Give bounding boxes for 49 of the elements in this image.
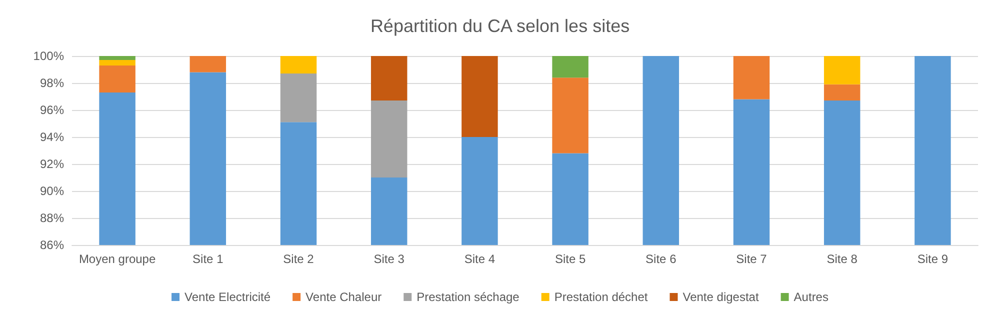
x-tick-label: Site 2: [283, 252, 314, 266]
bar: [462, 137, 498, 245]
bar: [99, 65, 136, 92]
bar: [914, 56, 951, 245]
bar: [280, 122, 317, 245]
bar: [99, 56, 136, 60]
y-tick-label: 86%: [40, 238, 64, 252]
bar: [190, 56, 226, 72]
bar: [370, 56, 408, 101]
chart-title: Répartition du CA selon les sites: [370, 16, 630, 36]
x-tick-label: Site 9: [917, 252, 948, 266]
legend-label: Autres: [794, 290, 828, 304]
legend-label: Vente Chaleur: [306, 290, 382, 304]
bar: [733, 99, 770, 245]
bar: [462, 56, 498, 137]
y-tick-label: 100%: [33, 49, 64, 63]
x-tick-label: Site 6: [646, 252, 677, 266]
x-tick-label: Site 5: [554, 252, 586, 266]
bar: [824, 84, 860, 101]
bar: [642, 56, 680, 245]
x-tick-label: Site 3: [374, 252, 405, 266]
bar: [370, 100, 408, 178]
bar: [552, 78, 588, 154]
bar: [280, 56, 317, 74]
legend-label: Vente Electricité: [184, 290, 271, 304]
legend-label: Vente digestat: [682, 290, 760, 304]
y-tick-label: 98%: [40, 76, 64, 90]
bar: [824, 100, 860, 245]
bar: [190, 72, 226, 245]
y-tick-label: 88%: [40, 211, 64, 225]
bar: [552, 153, 588, 245]
legend-label: Prestation séchage: [416, 290, 520, 304]
y-tick-label: 90%: [40, 184, 64, 198]
x-tick-label: Moyen groupe: [78, 252, 156, 266]
bar: [733, 56, 770, 100]
bar: [552, 56, 588, 78]
bar: [370, 178, 408, 245]
x-tick-label: Site 1: [192, 252, 224, 266]
y-tick-label: 94%: [40, 130, 64, 144]
legend-label: Prestation déchet: [554, 290, 648, 304]
bar: [99, 92, 136, 245]
y-tick-label: 92%: [40, 157, 64, 171]
x-tick-label: Site 4: [464, 252, 496, 266]
x-tick-label: Site 7: [736, 252, 768, 266]
bar: [99, 60, 136, 66]
bar: [280, 74, 317, 122]
bar: [824, 56, 860, 84]
y-tick-label: 96%: [40, 103, 64, 117]
x-tick-label: Site 8: [826, 252, 858, 266]
